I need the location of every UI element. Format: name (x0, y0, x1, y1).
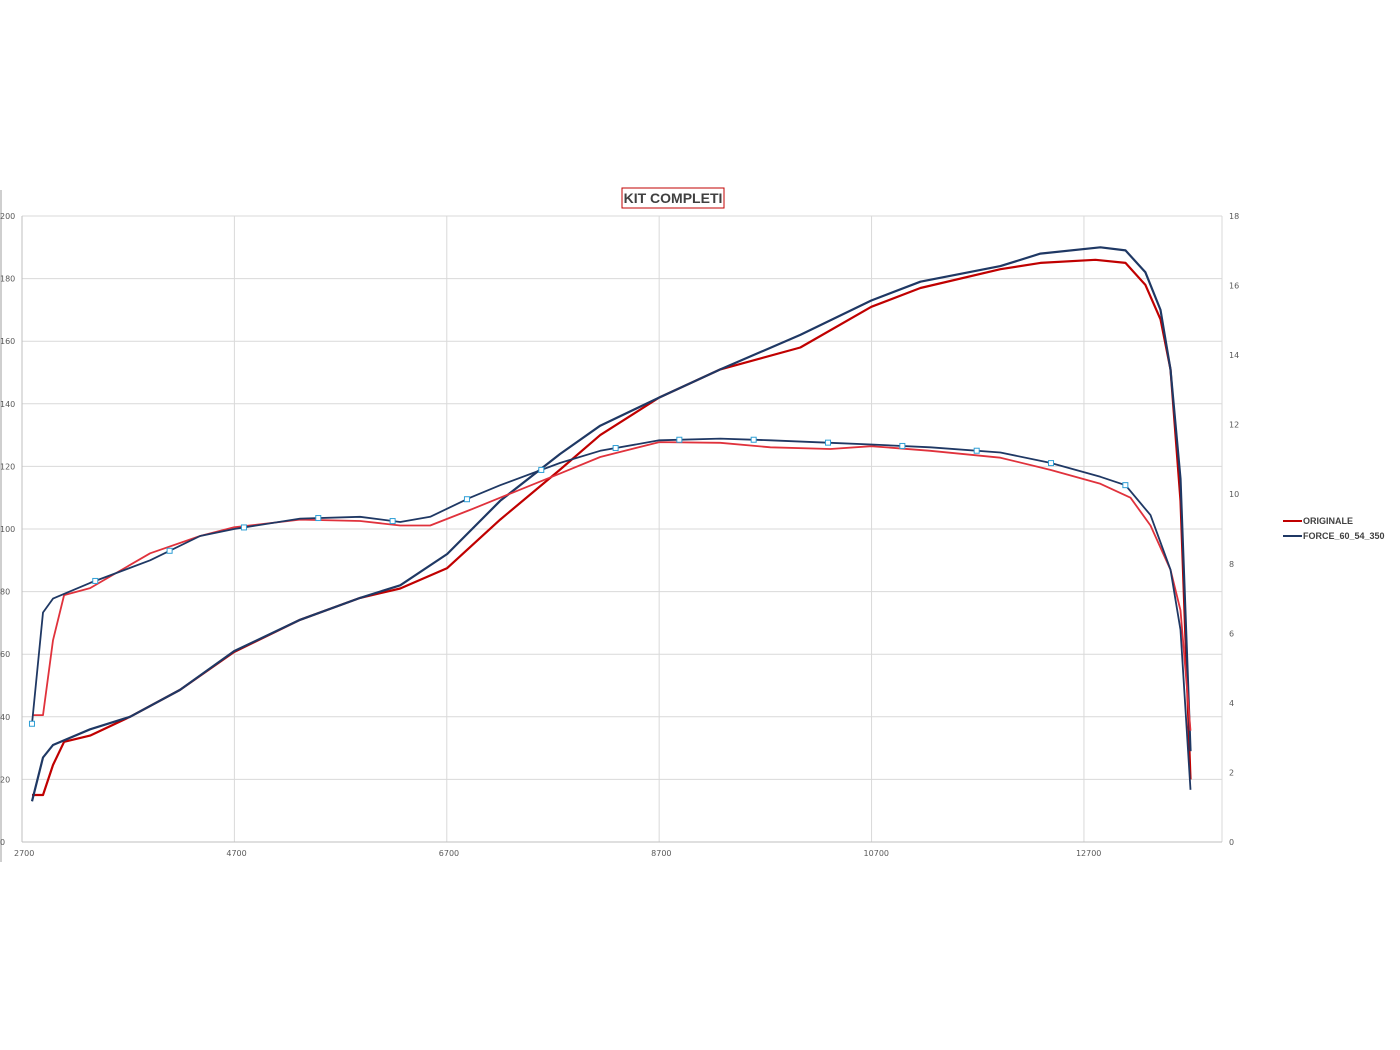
y-right-tick-label: 2 (1229, 768, 1234, 777)
x-tick-label: 12700 (1076, 849, 1101, 858)
y-left-tick-label: 120 (0, 462, 15, 471)
series-lines (30, 246, 1192, 802)
legend-label-originale: ORIGINALE (1303, 516, 1353, 526)
y-left-tick-label: 40 (0, 713, 10, 722)
series-markers (28, 436, 1129, 727)
x-tick-label: 8700 (651, 849, 671, 858)
data-marker (538, 466, 545, 473)
legend-label-force: FORCE_60_54_350 (1303, 531, 1385, 541)
y-left-tick-label: 180 (0, 275, 15, 284)
series-line-force_60_54_350-left (30, 246, 1192, 802)
y-right-tick-label: 0 (1229, 838, 1234, 847)
title-box (621, 187, 725, 209)
data-marker (92, 577, 99, 584)
gridlines (21, 215, 1223, 843)
y-left-tick-label: 20 (0, 775, 10, 784)
series-line-originale-right (32, 441, 1192, 731)
data-marker (166, 547, 173, 554)
legend: ORIGINALE FORCE_60_54_350 (1283, 516, 1385, 541)
data-marker (825, 439, 832, 446)
data-marker (463, 496, 470, 503)
y-right-tick-label: 12 (1229, 421, 1239, 430)
x-tick-label: 2700 (14, 849, 34, 858)
y-left-tick-label: 160 (0, 337, 15, 346)
y-left-tick-label: 80 (0, 588, 10, 597)
data-marker (1048, 460, 1055, 467)
y-left-tick-label: 0 (0, 838, 5, 847)
data-marker (28, 720, 35, 727)
chart-title: KIT COMPLETI (624, 190, 723, 206)
y-left-tick-label: 200 (0, 212, 15, 221)
data-marker (315, 515, 322, 522)
data-marker (899, 442, 906, 449)
y-left-tick-label: 60 (0, 650, 10, 659)
y-left-tick-label: 140 (0, 400, 15, 409)
tick-labels: 0 20 40 60 80 100 120 140 160 180 200 0 2 4 6 8 10 12 14 16… (0, 212, 1239, 858)
data-marker (612, 445, 619, 452)
y-right-tick-label: 6 (1229, 629, 1234, 638)
data-marker (240, 524, 247, 531)
data-marker (389, 518, 396, 525)
series-line-originale-left (32, 258, 1192, 797)
y-right-tick-label: 18 (1229, 212, 1239, 221)
y-right-tick-label: 10 (1229, 490, 1239, 499)
data-marker (1122, 482, 1129, 489)
y-right-tick-label: 14 (1229, 351, 1239, 360)
data-marker (973, 447, 980, 454)
series-line-force_60_54_350-right (31, 437, 1192, 790)
x-tick-label: 6700 (439, 849, 459, 858)
y-right-tick-label: 16 (1229, 282, 1239, 291)
y-right-tick-label: 8 (1229, 560, 1234, 569)
data-marker (750, 436, 757, 443)
data-marker (676, 436, 683, 443)
y-right-tick-label: 4 (1229, 699, 1234, 708)
y-left-tick-label: 100 (0, 525, 15, 534)
x-tick-label: 4700 (226, 849, 246, 858)
x-tick-label: 10700 (864, 849, 889, 858)
